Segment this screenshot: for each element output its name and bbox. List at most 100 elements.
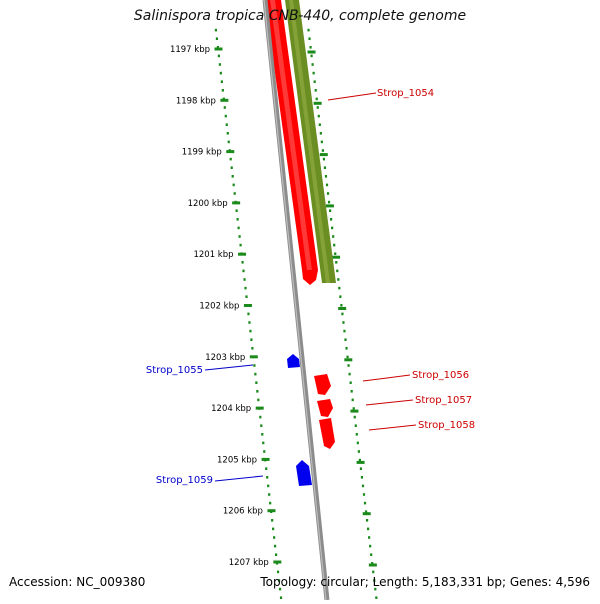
gene-label-leader [204, 364, 254, 371]
ruler-dot [374, 587, 377, 591]
ruler-dot [358, 458, 361, 462]
accession-text: Accession: NC_009380 [9, 575, 146, 589]
ruler-dot [361, 484, 365, 488]
ruler-dot [277, 579, 281, 582]
ruler-dot [314, 89, 317, 92]
ruler-tick [261, 457, 270, 461]
gene-arrow-strop-1058 [319, 418, 335, 449]
ruler-dot [214, 28, 218, 32]
ruler-dot [333, 243, 336, 247]
ruler-dot [313, 80, 316, 83]
ruler-dot [239, 243, 242, 247]
ruler-dot [249, 329, 252, 333]
ruler-dot [226, 132, 229, 135]
ruler-dot [371, 562, 374, 565]
ruler-dot [257, 398, 260, 402]
map-title: Salinispora tropica CNB-440, complete ge… [133, 8, 467, 24]
ruler-dot [259, 415, 262, 419]
ruler-dot [375, 596, 378, 599]
ruler-dot [273, 536, 276, 539]
ruler-dot [335, 261, 338, 264]
gene-label: Strop_1058 [418, 420, 475, 431]
ruler-tick-label: 1199 kbp [182, 148, 222, 158]
ruler-dot [241, 261, 244, 264]
ruler-tick-label: 1198 kbp [176, 96, 216, 106]
ruler-dot [236, 218, 239, 221]
ruler-dot [357, 450, 360, 453]
ruler-dot [231, 175, 234, 178]
ruler-dot [360, 476, 364, 479]
ruler-dot [367, 527, 370, 531]
ruler-dot [229, 157, 232, 161]
ruler-tick-label: 1200 kbp [188, 199, 228, 209]
gene-label-leader [365, 399, 414, 406]
ruler-dot [276, 570, 280, 574]
ruler-dot [322, 157, 326, 161]
ruler-tick-label: 1207 kbp [229, 558, 269, 568]
ruler-dot [260, 424, 263, 427]
ruler-tick [238, 252, 247, 256]
ruler-dot [336, 269, 339, 273]
ruler-dot [347, 364, 350, 367]
ruler-dot [218, 63, 221, 66]
ruler-ticks: 1197 kbp 1198 kbp 1199 kbp 1200 kbp 1201 kbp… [170, 45, 377, 568]
ruler-tick [243, 304, 252, 307]
ruler-dot [266, 476, 269, 479]
ruler-tick [325, 204, 334, 208]
ruler-dot [364, 510, 368, 513]
ruler-dot [352, 407, 355, 410]
ruler-dot [247, 312, 250, 316]
ruler-dot [326, 192, 330, 195]
ruler-tick [332, 255, 341, 259]
backbone-line [262, 0, 330, 601]
ruler-dot [274, 544, 277, 548]
ruler-tick [307, 50, 316, 54]
gene-arrow-strop-1055 [287, 354, 300, 368]
ruler-dot [331, 226, 334, 230]
ruler-dot [317, 114, 320, 118]
ruler-dot [262, 441, 265, 445]
ruler-dot [233, 192, 236, 195]
ruler-dot [349, 381, 352, 384]
ruler-dot [250, 338, 253, 341]
ruler-dot [339, 295, 342, 298]
ruler-dot [244, 286, 247, 290]
ruler-dot [237, 226, 240, 230]
ruler-dot [278, 587, 282, 591]
ruler-tick [338, 307, 347, 310]
ruler-dot [254, 372, 257, 376]
ruler-dot [363, 501, 367, 505]
ruler-dot [316, 106, 319, 109]
ruler-dot [355, 433, 358, 436]
gene-label: Strop_1057 [415, 395, 472, 406]
ruler-dot [224, 114, 227, 118]
gene-arrow-highlight [270, 0, 312, 270]
ruler-dot [321, 149, 324, 152]
ruler-dot [341, 312, 344, 316]
ruler-dot [342, 321, 345, 324]
ruler-dot [215, 37, 219, 40]
ruler-dot [274, 553, 278, 556]
ruler-dot [248, 321, 251, 324]
ruler-dot [370, 553, 373, 556]
feature-tracks [265, 0, 336, 486]
ruler-dot [340, 304, 343, 307]
ruler-tick [368, 563, 377, 567]
ruler-dot [318, 123, 321, 126]
ruler-dot [312, 71, 315, 75]
ruler-dot [235, 209, 238, 212]
gene-label-leader [327, 92, 377, 101]
ruler-dot [369, 544, 372, 548]
ruler-tick [356, 460, 365, 464]
backbone [262, 0, 330, 601]
ruler-dot [217, 54, 220, 58]
ruler-dot [307, 28, 310, 32]
ruler-dot [325, 183, 329, 187]
ruler-tick-label: 1205 kbp [217, 455, 257, 465]
topology-text: Topology: circular; Length: 5,183,331 bp… [260, 575, 590, 589]
ruler-tick-label: 1206 kbp [223, 507, 263, 517]
ruler-dot [225, 123, 228, 126]
ruler-dot [271, 519, 274, 522]
ruler-dot [362, 493, 366, 496]
